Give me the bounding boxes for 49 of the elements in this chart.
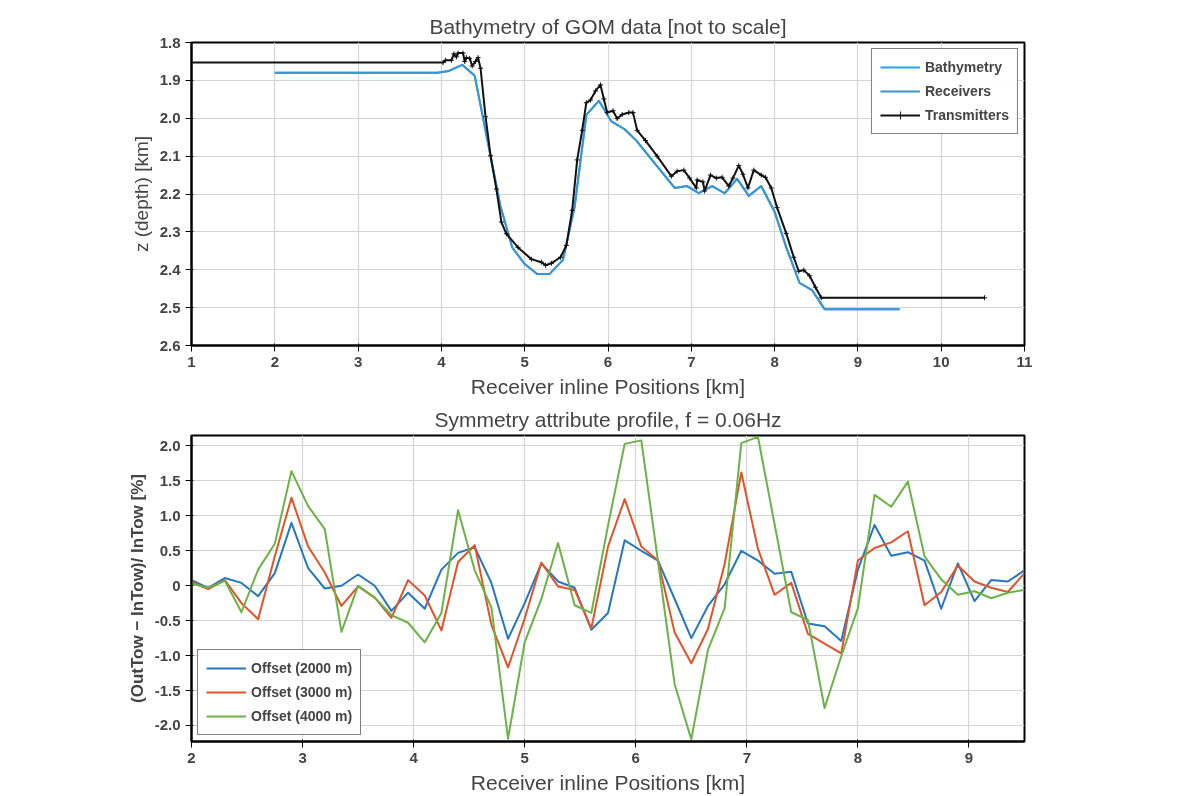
x-tick-label: 9 bbox=[964, 748, 974, 766]
y-axis-title: (OutTow − InTow)/ InTow [%] bbox=[127, 474, 147, 703]
x-tick-label: 6 bbox=[603, 352, 613, 370]
y-tick-label: 1.9 bbox=[159, 71, 181, 89]
x-tick-label: 8 bbox=[853, 748, 863, 766]
y-tick-label: 2.0 bbox=[159, 436, 181, 454]
y-tick-label: 1.5 bbox=[159, 471, 181, 489]
y-tick-label: 2.4 bbox=[159, 260, 182, 278]
y-tick-label: 2.6 bbox=[159, 336, 181, 354]
y-tick-label: 2.3 bbox=[159, 222, 181, 240]
y-tick-label: 2.0 bbox=[159, 109, 181, 127]
x-tick-label: 10 bbox=[932, 352, 950, 370]
y-tick-label: 0 bbox=[172, 576, 181, 594]
chart-title: Bathymetry of GOM data [not to scale] bbox=[429, 14, 787, 38]
y-tick-label: 2.2 bbox=[159, 185, 181, 202]
chart-title: Symmetry attribute profile, f = 0.06Hz bbox=[434, 407, 782, 431]
legend-label: Offset (3000 m) bbox=[251, 684, 353, 700]
x-tick-label: 11 bbox=[1016, 352, 1033, 370]
legend-label: Transmitters bbox=[924, 107, 1009, 123]
x-tick-label: 6 bbox=[631, 748, 640, 766]
x-tick-label: 1 bbox=[187, 352, 196, 370]
y-tick-label: -1.5 bbox=[154, 681, 181, 699]
x-tick-label: 3 bbox=[298, 748, 307, 766]
y-tick-label: -0.5 bbox=[154, 611, 181, 629]
legend-label: Offset (2000 m) bbox=[251, 660, 353, 676]
y-tick-label: 1.0 bbox=[159, 506, 181, 524]
x-tick-label: 2 bbox=[187, 748, 196, 766]
legend-label: Bathymetry bbox=[924, 59, 1002, 75]
y-axis-title: z (depth) [km] bbox=[130, 135, 152, 253]
x-tick-label: 4 bbox=[437, 352, 447, 370]
x-axis-title: Receiver inline Positions [km] bbox=[470, 770, 746, 794]
y-tick-label: 0.5 bbox=[159, 541, 181, 559]
x-tick-label: 7 bbox=[687, 352, 696, 370]
x-tick-label: 4 bbox=[409, 748, 419, 766]
x-tick-label: 2 bbox=[270, 352, 279, 370]
x-axis-title: Receiver inline Positions [km] bbox=[470, 374, 746, 398]
x-tick-label: 5 bbox=[520, 748, 529, 766]
x-tick-label: 9 bbox=[853, 352, 863, 370]
x-tick-label: 7 bbox=[742, 748, 752, 766]
y-tick-label: -1.0 bbox=[154, 646, 181, 664]
legend-label: Receivers bbox=[924, 83, 992, 99]
y-tick-label: 2.1 bbox=[159, 147, 181, 165]
legend-label: Offset (4000 m) bbox=[251, 708, 353, 724]
x-tick-label: 3 bbox=[353, 352, 363, 370]
y-tick-label: 2.5 bbox=[159, 298, 181, 316]
x-tick-label: 8 bbox=[770, 352, 779, 370]
x-tick-label: 5 bbox=[520, 352, 529, 370]
y-tick-label: 1.8 bbox=[159, 33, 181, 51]
y-tick-label: -2.0 bbox=[154, 716, 181, 734]
